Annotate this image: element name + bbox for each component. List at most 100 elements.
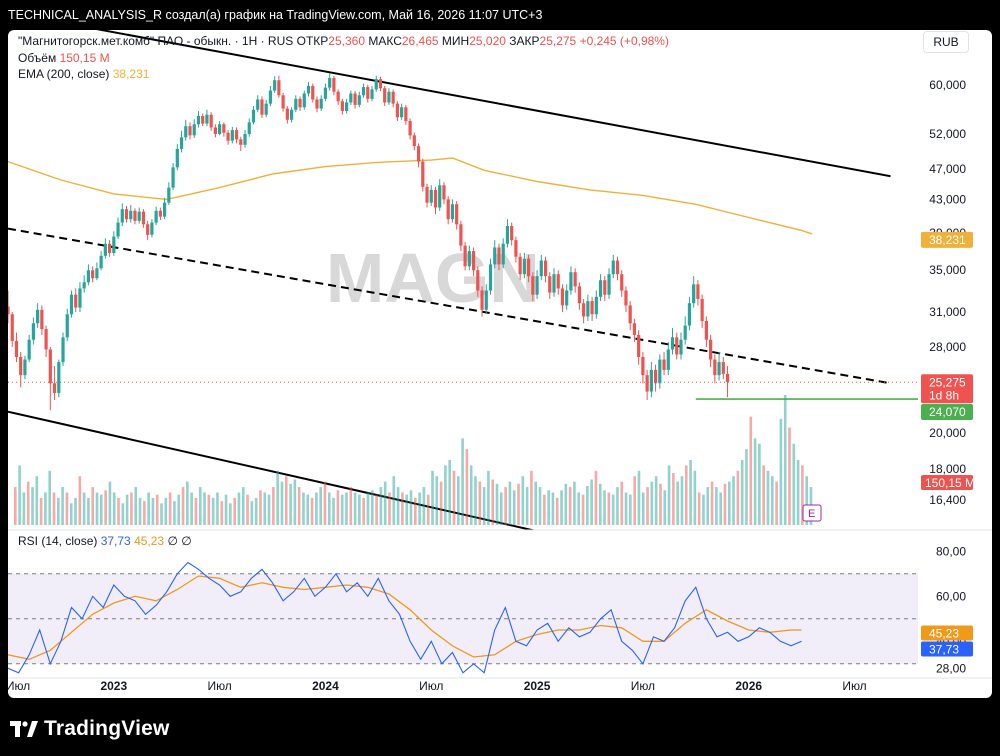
volume-bar xyxy=(241,487,245,525)
volume-bar xyxy=(310,497,314,525)
volume-bar xyxy=(44,492,47,525)
volume-bar xyxy=(641,492,645,525)
currency-button[interactable]: RUB xyxy=(923,31,969,53)
candle-body xyxy=(19,356,23,376)
volume-bar xyxy=(35,476,39,525)
symbol-name[interactable]: "Магнитогорск.мет.комб" ПАО - обыкн. · 1… xyxy=(18,34,294,48)
candle-body xyxy=(171,167,175,188)
volume-bar xyxy=(650,481,654,525)
volume-bar xyxy=(508,481,512,525)
volume-bar xyxy=(504,487,507,525)
volume-bar xyxy=(18,465,21,525)
price-tick: 47,000 xyxy=(929,162,966,176)
candle-body xyxy=(163,202,167,217)
candle-body xyxy=(201,115,205,124)
candle-body xyxy=(548,276,552,293)
volume-bar xyxy=(723,483,727,525)
volume-bar xyxy=(147,492,150,525)
candle-body xyxy=(624,290,628,306)
volume-bar xyxy=(164,497,168,525)
volume-bar xyxy=(284,476,288,525)
candle-body xyxy=(565,290,569,306)
chart-svg[interactable]: MAGN E 60,00052,00047,00043,00039,00035,… xyxy=(8,30,992,698)
candle-body xyxy=(463,245,467,267)
candle-body xyxy=(154,210,158,223)
volume-bar xyxy=(254,497,258,525)
candle-body xyxy=(429,189,433,203)
volume-bar xyxy=(783,395,787,525)
volume-bar xyxy=(478,481,482,525)
volume-bar xyxy=(719,492,722,525)
volume-bar xyxy=(100,494,103,525)
candle-body xyxy=(175,148,179,168)
volume-bar xyxy=(732,476,735,525)
volume-bar xyxy=(607,492,611,525)
volume-bar xyxy=(667,465,671,525)
volume-bar xyxy=(203,492,206,525)
candle-body xyxy=(289,109,294,120)
candle-body xyxy=(527,258,531,277)
time-tick: 2025 xyxy=(524,679,551,693)
volume-bar xyxy=(796,460,800,525)
open-label: ОТКР xyxy=(296,34,329,48)
volume-bar xyxy=(259,490,262,525)
volume-bar xyxy=(112,492,116,525)
chart-card[interactable]: MAGN E 60,00052,00047,00043,00039,00035,… xyxy=(8,30,992,698)
volume-bar xyxy=(74,497,77,525)
volume-bar xyxy=(155,494,159,525)
rsi-band xyxy=(8,573,918,664)
volume-bar xyxy=(702,494,705,525)
legend-ema: EMA (200, close) 38,231 xyxy=(18,67,149,81)
candle-body xyxy=(510,226,514,241)
last-price-tag-bg xyxy=(921,374,973,404)
volume-bar xyxy=(340,494,344,525)
candle-body xyxy=(425,186,429,203)
volume-bar xyxy=(95,492,99,525)
candle-body xyxy=(653,369,658,384)
candle-body xyxy=(328,77,332,88)
volume-bar xyxy=(534,481,538,525)
candle-body xyxy=(446,199,450,220)
candle-body xyxy=(531,276,535,295)
volume-bar xyxy=(577,492,581,525)
volume-bar xyxy=(220,501,224,525)
candle-body xyxy=(404,107,408,122)
candle-body xyxy=(14,340,19,357)
candle-body xyxy=(10,314,14,341)
volume-bar xyxy=(181,487,185,525)
candle-body xyxy=(205,114,209,124)
volume-bar xyxy=(69,503,73,525)
candle-body xyxy=(412,135,416,147)
candle-body xyxy=(370,89,374,99)
candle-body xyxy=(213,127,217,135)
volume-bar xyxy=(229,503,232,525)
volume-bar xyxy=(551,492,555,525)
volume-bar xyxy=(276,470,279,525)
rsi-pane xyxy=(8,561,918,674)
candle-body xyxy=(433,189,438,208)
rsi-label[interactable]: RSI (14, close) xyxy=(18,534,98,548)
candle-body xyxy=(112,236,116,253)
tradingview-brand[interactable]: TradingView xyxy=(44,717,170,740)
volume-label[interactable]: Объём xyxy=(18,51,57,65)
candle-body xyxy=(124,209,129,220)
volume-bar xyxy=(39,497,43,525)
ema-price-tag-bg xyxy=(921,231,973,248)
candle-body xyxy=(632,323,637,335)
candle-body xyxy=(416,146,421,162)
volume-pane: E xyxy=(14,395,822,525)
volume-bar xyxy=(715,487,718,525)
candle-body xyxy=(36,309,40,324)
volume-bar xyxy=(637,470,641,525)
volume-bar xyxy=(194,497,198,525)
ema-label[interactable]: EMA (200, close) xyxy=(18,67,110,81)
candle-body xyxy=(459,224,463,246)
volume-bar xyxy=(104,490,107,525)
volume-bar xyxy=(121,503,125,525)
volume-bar xyxy=(564,483,568,525)
candle-body xyxy=(116,222,120,237)
volume-bar xyxy=(130,492,133,525)
volume-bar xyxy=(418,492,421,525)
volume-bar xyxy=(422,487,426,525)
volume-bar xyxy=(465,449,469,525)
